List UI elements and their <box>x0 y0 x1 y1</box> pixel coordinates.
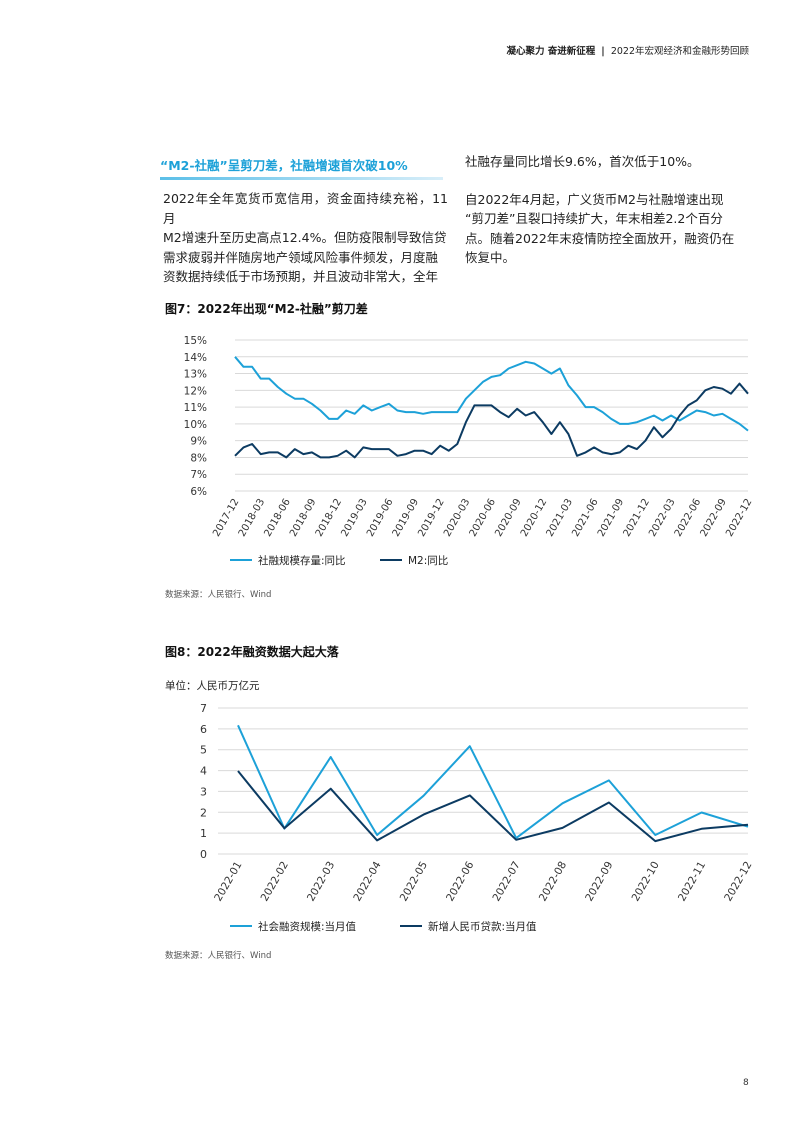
text-line: 自2022年4月起，广义货币M2与社融增速出现 <box>465 191 724 207</box>
legend-label: 社融规模存量:同比 <box>258 554 346 567</box>
y-tick-label: 7 <box>200 702 207 715</box>
figure7-source: 数据来源：人民银行、Wind <box>165 590 272 600</box>
y-tick-label: 1 <box>200 827 207 840</box>
x-tick-label: 2022-12 <box>722 860 754 904</box>
text-line: 2022年全年宽货币宽信用，资金面持续充裕，11月 <box>163 191 448 226</box>
text-column-right: 社融存量同比增长9.6%，首次低于10%。 自2022年4月起，广义货币M2与社… <box>465 152 750 268</box>
x-tick-label: 2022-10 <box>630 860 662 904</box>
header-right: 2022年宏观经济和金融形势回顾 <box>610 46 749 57</box>
y-tick-label: 12% <box>184 385 207 397</box>
x-tick-label: 2022-08 <box>537 860 569 904</box>
figure7-title: 图7：2022年出现“M2-社融”剪刀差 <box>165 302 368 316</box>
figure8-chart: 0 1 2 3 4 5 6 7 2022-01 2022-02 2022-03 2022-04 2022… <box>200 702 755 933</box>
y-tick-label: 7% <box>190 469 207 481</box>
text-line <box>465 172 750 190</box>
x-tick-label: 2022-05 <box>398 860 430 904</box>
y-tick-label: 6% <box>190 486 207 498</box>
figure7-chart: 6%7%8%9%10%11%12%13%14%15%2017-122018-03… <box>184 335 755 567</box>
y-tick-label: 13% <box>184 369 207 381</box>
series-line-social-financing <box>237 724 749 840</box>
x-tick-label: 2022-03 <box>305 860 337 904</box>
text-line: 点。随着2022年末疫情防控全面放开，融资仍在 <box>465 230 735 246</box>
y-tick-label: 8% <box>190 452 207 464</box>
text-line: “剪刀差”且裂口持续扩大，年末相差2.2个百分 <box>465 211 723 226</box>
section-title-underline <box>160 177 443 180</box>
series-line-shrong <box>234 356 749 432</box>
series-line-m2 <box>234 382 749 459</box>
y-tick-label: 9% <box>190 436 207 448</box>
x-tick-label: 2022-07 <box>490 860 522 904</box>
x-tick-label: 2022-02 <box>259 860 291 904</box>
y-tick-label: 11% <box>184 402 207 414</box>
figure8-source: 数据来源：人民银行、Wind <box>165 951 272 961</box>
y-tick-label: 2 <box>200 806 207 819</box>
legend-label: 社会融资规模:当月值 <box>258 920 357 933</box>
y-tick-label: 3 <box>200 785 207 798</box>
page-header: 凝心聚力 奋进新征程 | 2022年宏观经济和金融形势回顾 <box>506 43 749 57</box>
page-number: 8 <box>743 1078 749 1088</box>
y-tick-label: 10% <box>184 419 207 431</box>
figure8-title: 图8：2022年融资数据大起大落 <box>165 645 339 659</box>
y-tick-label: 15% <box>184 335 207 347</box>
text-line: 资数据持续低于市场预期，并且波动非常大，全年 <box>163 269 439 284</box>
legend-label: M2:同比 <box>408 554 448 567</box>
y-tick-label: 5 <box>200 744 207 757</box>
y-tick-label: 0 <box>200 848 207 861</box>
header-separator: | <box>601 46 605 57</box>
text-line: 恢复中。 <box>465 250 516 265</box>
x-tick-label: 2022-06 <box>444 859 476 903</box>
y-tick-label: 6 <box>200 723 207 736</box>
x-tick-label: 2022-12 <box>724 497 754 539</box>
text-line: 需求疲弱并伴随房地产领域风险事件频发，月度融 <box>163 249 439 265</box>
y-tick-label: 14% <box>184 352 207 364</box>
x-tick-label: 2022-04 <box>351 859 383 903</box>
text-line: M2增速升至历史高点12.4%。但防疫限制导致信贷 <box>163 230 447 245</box>
text-line: 社融存量同比增长9.6%，首次低于10%。 <box>465 154 700 169</box>
series-line-new-loans <box>237 770 749 843</box>
x-tick-label: 2022-01 <box>212 860 244 904</box>
text-column-left: 2022年全年宽货币宽信用，资金面持续充裕，11月 M2增速升至历史高点12.4… <box>163 189 448 287</box>
section-title: “M2-社融”呈剪刀差，社融增速首次破10% <box>160 158 408 173</box>
x-tick-label: 2022-11 <box>676 860 708 904</box>
legend-label: 新增人民币贷款:当月值 <box>428 920 537 933</box>
x-tick-label: 2022-09 <box>583 860 615 904</box>
figure8-unit: 单位：人民币万亿元 <box>165 680 260 692</box>
y-tick-label: 4 <box>200 765 207 778</box>
header-left: 凝心聚力 奋进新征程 <box>506 46 596 57</box>
